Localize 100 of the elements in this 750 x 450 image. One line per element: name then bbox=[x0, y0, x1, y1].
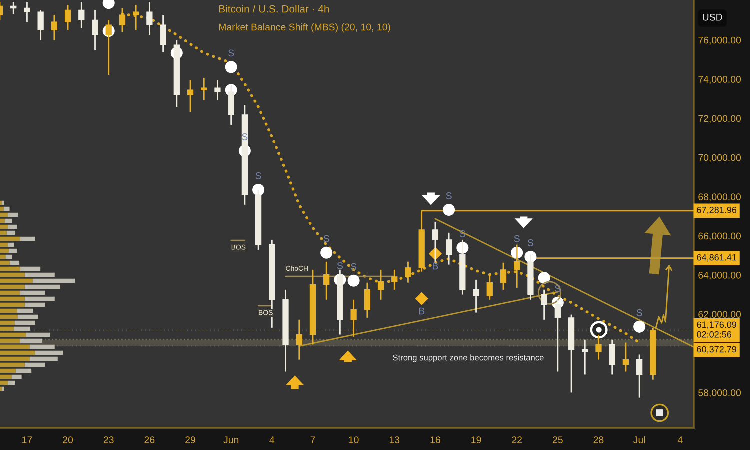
bar bbox=[8, 224, 18, 230]
y-tick-label: 68,000.00 bbox=[698, 194, 742, 202]
annotation: B bbox=[419, 308, 425, 315]
ref-line-label: 61,176.09 02:02:56 bbox=[697, 322, 737, 338]
bar bbox=[0, 296, 25, 302]
annotation: S bbox=[528, 240, 534, 246]
candlestick bbox=[582, 339, 588, 376]
bar bbox=[4, 206, 10, 212]
bar bbox=[0, 302, 25, 308]
annotation: S bbox=[636, 309, 642, 316]
candlestick bbox=[92, 9, 98, 51]
annotation: S bbox=[351, 263, 357, 270]
bar bbox=[0, 206, 4, 212]
bar bbox=[12, 374, 22, 380]
y-tick-label: 74,000.00 bbox=[698, 76, 742, 84]
text: Market Balance Shift (MBS) (20, 10, 10) bbox=[219, 24, 390, 33]
candlestick bbox=[64, 4, 72, 31]
ref-line-label: 60,372.79 bbox=[697, 346, 737, 354]
bar bbox=[14, 326, 30, 332]
point bbox=[348, 274, 360, 287]
data-label: 67,281.96 bbox=[697, 206, 737, 214]
candlestick bbox=[38, 9, 44, 41]
bar bbox=[26, 332, 50, 338]
bar bbox=[0, 278, 34, 284]
bar bbox=[8, 380, 16, 386]
point bbox=[415, 292, 428, 306]
x-tick-label: 7 bbox=[310, 436, 316, 444]
candlestick bbox=[446, 232, 452, 266]
candlestick bbox=[133, 4, 140, 31]
bar bbox=[0, 368, 16, 374]
candlestick bbox=[78, 1, 85, 29]
bar bbox=[20, 338, 42, 344]
bar bbox=[0, 224, 8, 230]
candlestick bbox=[24, 1, 30, 23]
bar bbox=[24, 284, 60, 290]
candlestick bbox=[51, 14, 58, 41]
bar bbox=[24, 296, 55, 302]
y-tick-label: 70,000.00 bbox=[698, 154, 742, 162]
candlestick bbox=[324, 261, 330, 301]
candlestick bbox=[392, 269, 398, 291]
bar bbox=[0, 350, 36, 356]
candlestick bbox=[187, 79, 194, 113]
x-tick-label: 17 bbox=[22, 436, 32, 444]
annotation: S bbox=[242, 134, 248, 140]
annotation: S bbox=[324, 235, 330, 242]
candlestick bbox=[10, 1, 17, 15]
candlestick bbox=[350, 299, 357, 338]
x-tick-label: 22 bbox=[512, 436, 522, 444]
bar bbox=[17, 308, 34, 314]
bar bbox=[10, 260, 20, 266]
bar bbox=[35, 350, 64, 356]
annotation: S bbox=[446, 192, 452, 200]
bar bbox=[8, 212, 18, 218]
y-tick-label: 72,000.00 bbox=[698, 115, 742, 124]
x-tick-label: Jun bbox=[224, 436, 239, 444]
bar bbox=[0, 314, 18, 320]
bar bbox=[16, 368, 32, 374]
y-tick-label: 66,000.00 bbox=[698, 232, 742, 241]
bar bbox=[0, 374, 12, 380]
candlestick bbox=[473, 279, 480, 314]
bar bbox=[0, 308, 18, 314]
bar bbox=[15, 320, 36, 326]
data-label: 64,861.41 bbox=[697, 254, 736, 262]
candlestick bbox=[609, 339, 616, 376]
candlestick bbox=[201, 77, 208, 101]
bar bbox=[0, 242, 8, 248]
bar bbox=[0, 338, 20, 344]
bar bbox=[0, 212, 8, 218]
candlestick bbox=[296, 319, 302, 361]
bar bbox=[30, 356, 58, 362]
candlestick bbox=[622, 342, 630, 372]
x-tick-label: 4 bbox=[270, 436, 275, 444]
candlestick bbox=[486, 274, 493, 301]
bar bbox=[24, 302, 46, 308]
x-tick-label: 16 bbox=[430, 436, 440, 444]
candlestick bbox=[364, 282, 370, 319]
bar bbox=[0, 218, 6, 224]
y-axis-title: USD bbox=[703, 14, 722, 21]
x-tick-label: 23 bbox=[104, 436, 114, 444]
y-tick-label: 58,000.00 bbox=[698, 389, 742, 398]
point bbox=[634, 320, 646, 333]
candlestick bbox=[596, 334, 602, 361]
bar bbox=[33, 278, 76, 284]
annotation: B bbox=[433, 262, 438, 270]
bar bbox=[8, 242, 14, 248]
bar bbox=[0, 230, 7, 236]
bar bbox=[6, 254, 12, 260]
candlestick bbox=[146, 1, 153, 36]
x-tick-label: 13 bbox=[390, 436, 400, 444]
bar bbox=[0, 362, 25, 368]
candlestick bbox=[541, 289, 548, 321]
x-tick-label: 10 bbox=[349, 436, 359, 444]
x-tick-label: Jul bbox=[634, 436, 646, 444]
annotation: S bbox=[256, 172, 262, 180]
bar bbox=[0, 356, 30, 362]
band-label: Strong support zone becomes resistance bbox=[393, 354, 544, 362]
bar bbox=[20, 236, 36, 242]
bar bbox=[0, 284, 25, 290]
point bbox=[443, 204, 456, 216]
bar bbox=[0, 344, 30, 350]
